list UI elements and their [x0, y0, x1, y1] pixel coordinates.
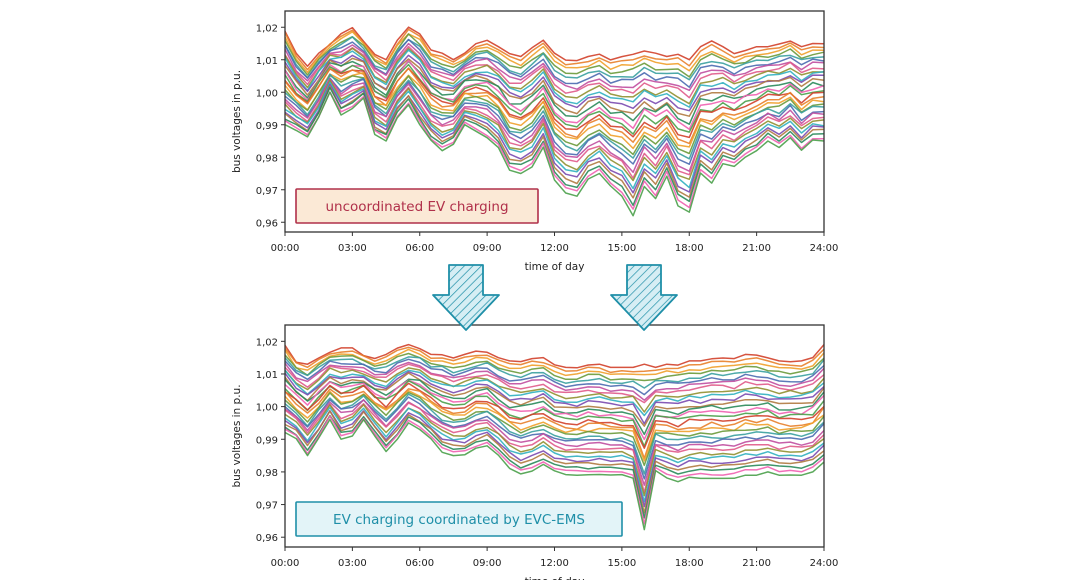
- series-line-27: [284, 410, 825, 514]
- x-tick-label: 03:00: [338, 243, 367, 254]
- x-tick-label: 00:00: [271, 243, 300, 254]
- series-line-16: [284, 382, 825, 449]
- series-line-4: [284, 33, 825, 78]
- x-tick-label: 03:00: [338, 558, 367, 569]
- series-line-25: [284, 406, 825, 503]
- y-tick-label: 1,01: [256, 370, 278, 381]
- series-line-28: [284, 414, 825, 519]
- x-axis-label: time of day: [525, 261, 585, 273]
- series-line-21: [284, 77, 825, 165]
- series-line-13: [284, 378, 825, 436]
- chart-uncoordinated: 1,02 1,01 1,00 0,99 0,98 0,97 0,96 00:00 03:00 06…: [231, 10, 839, 273]
- series-line-24: [284, 404, 825, 497]
- y-tick-label: 0,96: [256, 218, 278, 229]
- y-tick-label: 0,98: [256, 153, 278, 164]
- y-tick-label: 1,01: [256, 56, 278, 67]
- series-line-14: [284, 379, 825, 441]
- x-tick-label: 18:00: [675, 243, 704, 254]
- series-line-2: [284, 28, 825, 71]
- x-tick-label: 12:00: [540, 558, 569, 569]
- y-tick-label: 0,97: [256, 501, 278, 512]
- annotation-box: [295, 501, 623, 537]
- series-line-20: [284, 393, 825, 475]
- series-line-8: [284, 45, 825, 99]
- y-tick-label: 0,97: [256, 186, 278, 197]
- series-line-30: [284, 91, 825, 217]
- series-line-8: [284, 363, 825, 404]
- x-tick-label: 21:00: [742, 558, 771, 569]
- series-line-29: [284, 91, 825, 210]
- x-tick-label: 00:00: [271, 558, 300, 569]
- series-line-7: [284, 42, 825, 92]
- series-line-1: [284, 26, 825, 67]
- series-line-19: [284, 391, 825, 467]
- series-line-29: [284, 415, 825, 525]
- series-line-21: [284, 396, 825, 480]
- down-arrow-icon: [432, 264, 500, 331]
- x-tick-label: 09:00: [473, 558, 502, 569]
- series-line-22: [284, 399, 825, 486]
- series-line-9: [284, 367, 825, 413]
- y-tick-label: 1,00: [256, 88, 278, 99]
- x-tick-label: 15:00: [607, 558, 636, 569]
- y-tick-label: 0,99: [256, 121, 278, 132]
- x-tick-label: 06:00: [405, 243, 434, 254]
- annotation-label: uncoordinated EV charging: [325, 199, 508, 215]
- series-line-11: [284, 370, 825, 425]
- series-group: [284, 343, 825, 531]
- y-tick-label: 0,98: [256, 468, 278, 479]
- y-axis-label: bus voltages in p.u.: [231, 384, 243, 487]
- series-line-30: [284, 418, 825, 531]
- series-line-5: [284, 36, 825, 81]
- x-tick-label: 09:00: [473, 243, 502, 254]
- chart-coordinated: 1,02 1,01 1,00 0,99 0,98 0,97 0,96 00:00 03:00 06…: [231, 324, 839, 584]
- series-line-2: [284, 346, 825, 374]
- series-line-3: [284, 348, 825, 377]
- series-line-7: [284, 361, 825, 401]
- x-tick-label: 24:00: [810, 558, 839, 569]
- series-line-10: [284, 49, 825, 108]
- x-tick-label: 15:00: [607, 243, 636, 254]
- down-arrow-icon: [610, 264, 678, 331]
- series-line-15: [284, 379, 825, 448]
- annotation-label: EV charging coordinated by EVC-EMS: [333, 512, 585, 528]
- annotation-box: [295, 188, 539, 224]
- series-line-3: [284, 31, 825, 74]
- series-line-17: [284, 67, 825, 145]
- series-line-13: [284, 60, 825, 125]
- y-tick-label: 0,99: [256, 435, 278, 446]
- series-line-6: [284, 358, 825, 396]
- series-line-12: [284, 57, 825, 117]
- transition-arrows: [432, 264, 678, 331]
- x-tick-label: 21:00: [742, 243, 771, 254]
- y-tick-label: 1,00: [256, 403, 278, 414]
- series-line-26: [284, 83, 825, 194]
- series-line-23: [284, 402, 825, 494]
- y-tick-label: 0,96: [256, 533, 278, 544]
- series-line-10: [284, 369, 825, 417]
- series-line-23: [284, 79, 825, 179]
- x-tick-label: 24:00: [810, 243, 839, 254]
- series-line-4: [284, 352, 825, 382]
- x-tick-label: 06:00: [405, 558, 434, 569]
- series-line-17: [284, 388, 825, 459]
- series-line-24: [284, 79, 825, 182]
- y-tick-label: 1,02: [256, 23, 278, 34]
- x-axis-label: time of day: [525, 576, 585, 580]
- series-group: [284, 26, 825, 217]
- x-tick-label: 12:00: [540, 243, 569, 254]
- series-line-5: [284, 356, 825, 389]
- y-tick-label: 1,02: [256, 337, 278, 348]
- y-axis-label: bus voltages in p.u.: [231, 70, 243, 173]
- series-line-1: [284, 343, 825, 369]
- x-tick-label: 18:00: [675, 558, 704, 569]
